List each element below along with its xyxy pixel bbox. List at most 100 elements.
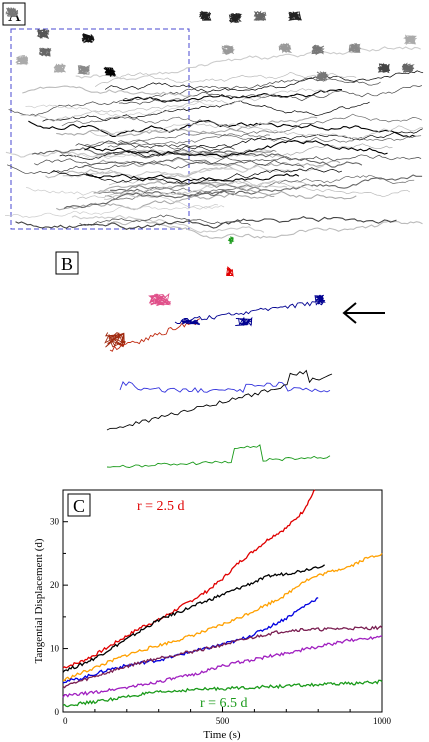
particle-track: [107, 134, 270, 148]
particle-track: [5, 149, 273, 158]
particle-cluster: [402, 34, 418, 45]
particle-track: [20, 88, 336, 122]
arrow-icon: [342, 302, 385, 324]
particle-cluster: [36, 28, 50, 40]
particle-track: [75, 140, 235, 152]
panel-c-label: C: [73, 496, 85, 516]
particle-track: [93, 181, 262, 195]
series-line: [62, 564, 325, 673]
particle-track: [81, 141, 277, 156]
particle-cluster: [377, 62, 391, 74]
particle-cluster: [401, 62, 415, 74]
panel-c-label-box: [67, 493, 91, 517]
particle-track: [107, 143, 393, 158]
particle-track: [45, 165, 235, 182]
particle-track: [117, 132, 422, 143]
series-line: [62, 679, 383, 708]
selection-box: [10, 28, 190, 230]
particle-cluster: [104, 331, 126, 348]
particle-cluster: [287, 11, 303, 21]
y-tick-label: 20: [50, 580, 60, 590]
particle-track: [94, 72, 357, 87]
particle-track: [106, 369, 333, 431]
particle-track: [34, 156, 305, 169]
particle-cluster: [5, 7, 19, 18]
particle-track: [50, 167, 343, 185]
particle-cluster: [311, 44, 325, 56]
particle-cluster: [15, 54, 29, 66]
particle-track: [56, 190, 357, 211]
particle-track: [75, 46, 421, 81]
particle-track: [22, 85, 194, 97]
particle-track: [85, 173, 300, 183]
panel-b-label-box: [55, 251, 79, 275]
particle-track: [4, 204, 219, 218]
x-axis-title: Time (s): [203, 729, 241, 741]
series-line: [62, 635, 383, 698]
axis-ticks: 0 500 1000 0 10 20 30: [50, 517, 392, 726]
panel-a: A: [2, 2, 424, 239]
panel-b-label: B: [61, 254, 73, 274]
particle-track: [15, 215, 397, 231]
particle-cluster: [253, 10, 267, 22]
particle-cluster: [228, 13, 243, 24]
particle-track: [56, 116, 318, 137]
particle-clusters: [5, 7, 418, 82]
particle-track: [104, 70, 424, 93]
particle-cluster: [199, 10, 212, 21]
series-line: [62, 552, 383, 681]
panel-c: C 0 500 1000 0 10 20 30 Time (s) Tangential Di…: [33, 489, 392, 741]
annotation-r-2-5: r = 2.5 d: [137, 499, 185, 514]
panel-b: B: [55, 236, 385, 468]
particle-cluster: [77, 64, 90, 75]
particle-track: [106, 444, 331, 468]
particle-track: [61, 113, 422, 134]
plot-frame: [62, 489, 383, 713]
y-axis-title: Tangential Displacement (d): [33, 538, 45, 663]
particle-tracks: [4, 46, 424, 239]
x-tick-label: 1000: [373, 716, 392, 726]
particle-cluster: [103, 66, 117, 78]
particle-track: [62, 164, 324, 178]
particle-cluster: [278, 42, 293, 54]
series-line: [62, 625, 383, 689]
particle-track: [42, 100, 370, 122]
particle-cluster: [227, 236, 235, 245]
particle-cluster: [235, 316, 253, 327]
particle-track: [71, 214, 265, 234]
particle-track: [76, 180, 411, 200]
particle-track: [119, 381, 331, 394]
x-tick-label: 500: [216, 716, 230, 726]
particle-track: [174, 300, 323, 324]
particle-cluster: [348, 42, 362, 53]
particle-track: [105, 174, 415, 200]
particle-cluster: [180, 319, 201, 326]
particle-cluster: [53, 63, 66, 74]
particle-track: [109, 318, 201, 352]
particle-track: [8, 77, 381, 116]
particle-cluster: [81, 33, 95, 44]
particle-track: [59, 128, 423, 160]
particle-track: [97, 180, 275, 198]
particle-cluster: [315, 71, 329, 82]
series-line: [62, 489, 316, 669]
particle-cluster: [38, 47, 52, 58]
particle-cluster: [314, 294, 326, 306]
x-tick-label: 0: [63, 716, 68, 726]
particle-track: [122, 89, 343, 103]
particle-track: [79, 214, 251, 226]
particle-cluster: [221, 44, 236, 56]
y-tick-label: 0: [55, 707, 60, 717]
y-tick-label: 10: [50, 644, 60, 654]
series-lines: [62, 489, 383, 708]
particle-cluster: [226, 266, 234, 278]
selected-tracks: [104, 236, 333, 468]
y-tick-label: 30: [50, 517, 60, 527]
particle-track: [63, 189, 236, 209]
particle-track: [118, 85, 423, 105]
annotation-r-6-5: r = 6.5 d: [200, 696, 248, 711]
particle-cluster: [148, 293, 171, 307]
series-line: [62, 597, 319, 684]
particle-track: [84, 140, 388, 158]
